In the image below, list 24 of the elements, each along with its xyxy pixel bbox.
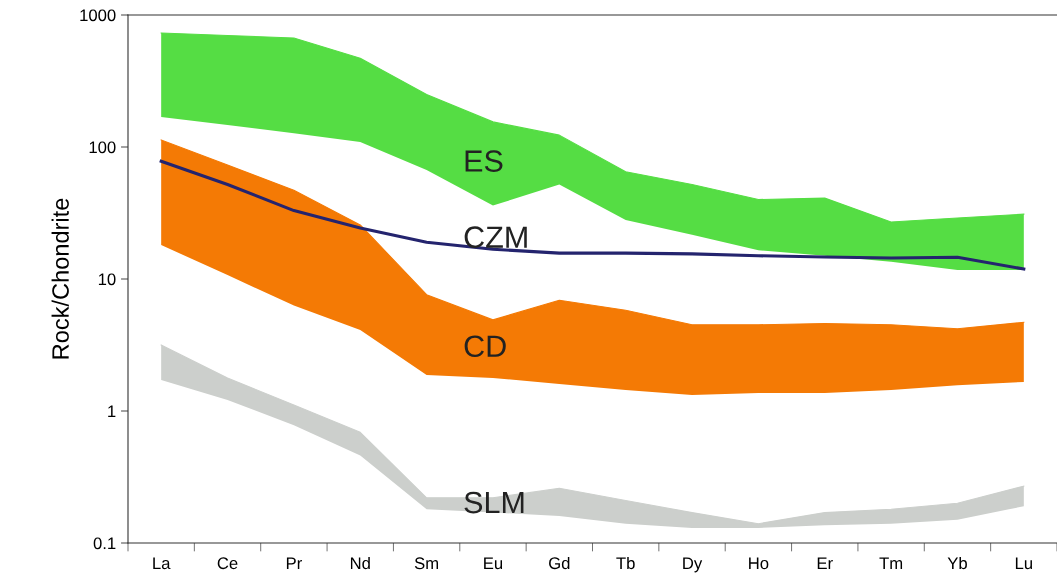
series-label: CD — [464, 335, 506, 358]
y-tick-label: 1000 — [80, 9, 116, 22]
x-tick-label: Dy — [683, 557, 703, 573]
x-tick-label: Lu — [1015, 557, 1032, 570]
x-tick-label: Pr — [286, 557, 302, 569]
y-tick-label: 10 — [98, 273, 116, 286]
x-tick-label: Ho — [749, 557, 769, 570]
y-tick-label: 100 — [89, 141, 116, 154]
x-tick-label: Tm — [879, 557, 903, 569]
y-tick-label: 1 — [108, 405, 116, 418]
x-tick-label: Sm — [414, 557, 439, 570]
series-label: CZM — [464, 226, 527, 248]
x-tick-label: Yb — [947, 556, 967, 570]
y-tick-label: 0.1 — [93, 537, 116, 550]
x-tick-label: Eu — [484, 557, 503, 570]
series-label: ES — [465, 150, 503, 172]
series-label: SLM — [464, 491, 524, 514]
x-tick-label: Nd — [350, 556, 370, 570]
x-tick-label: Ce — [217, 557, 238, 570]
x-tick-label: Er — [817, 557, 833, 569]
x-tick-label: La — [153, 557, 171, 570]
y-axis-title: Rock/Chondrite — [51, 198, 69, 359]
x-tick-label: Gd — [549, 556, 570, 570]
x-tick-label: Tb — [616, 556, 635, 570]
